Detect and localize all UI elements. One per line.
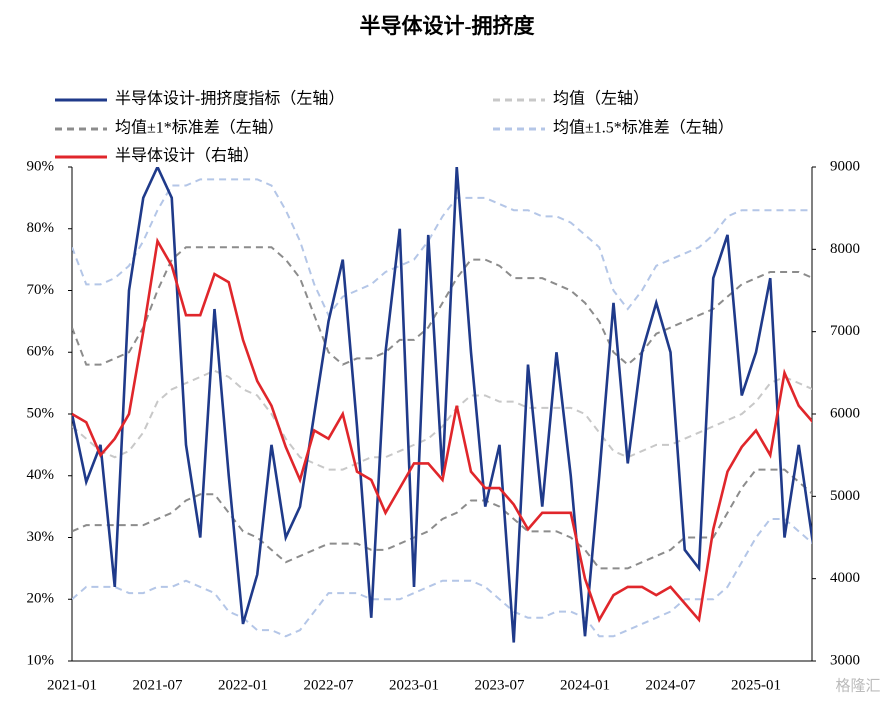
x-tick-label: 2021-07: [133, 677, 183, 693]
y2-tick-label: 5000: [830, 488, 860, 504]
y-tick-label: 70%: [27, 282, 55, 298]
chart-title: 半导体设计-拥挤度: [360, 14, 535, 38]
x-tick-label: 2024-07: [646, 677, 696, 693]
series-line-lower: [72, 517, 812, 638]
y-tick-label: 40%: [27, 467, 55, 483]
legend-label: 均值±1*标准差（左轴）: [115, 119, 284, 137]
x-tick-label: 2021-01: [47, 677, 97, 693]
series-line: [72, 237, 812, 623]
y2-tick-label: 8000: [830, 241, 860, 257]
y-tick-label: 90%: [27, 158, 55, 174]
series-line: [72, 167, 812, 643]
y2-tick-label: 4000: [830, 570, 860, 586]
legend-label: 均值±1.5*标准差（左轴）: [553, 119, 734, 137]
series-line: [72, 246, 812, 366]
x-tick-label: 2024-01: [560, 677, 610, 693]
y2-tick-label: 7000: [830, 323, 860, 339]
x-tick-label: 2023-07: [475, 677, 525, 693]
series-line: [72, 369, 812, 471]
series-line: [72, 178, 812, 318]
x-tick-label: 2022-07: [304, 677, 354, 693]
legend-label: 半导体设计-拥挤度指标（左轴）: [115, 90, 344, 108]
y-tick-label: 20%: [27, 591, 55, 607]
y-tick-label: 80%: [27, 220, 55, 236]
y2-tick-label: 6000: [830, 405, 860, 421]
y-tick-label: 10%: [27, 652, 55, 668]
y-tick-label: 30%: [27, 529, 55, 545]
y-tick-label: 60%: [27, 344, 55, 360]
y-tick-label: 50%: [27, 405, 55, 421]
legend-label: 半导体设计（右轴）: [115, 147, 259, 165]
x-tick-label: 2023-01: [389, 677, 439, 693]
x-tick-label: 2022-01: [218, 677, 268, 693]
legend-label: 均值（左轴）: [553, 90, 649, 108]
series-line-lower: [72, 468, 812, 570]
x-tick-label: 2025-01: [731, 677, 781, 693]
watermark: 格隆汇: [835, 677, 880, 695]
y2-tick-label: 9000: [830, 158, 860, 174]
y2-tick-label: 3000: [830, 652, 860, 668]
